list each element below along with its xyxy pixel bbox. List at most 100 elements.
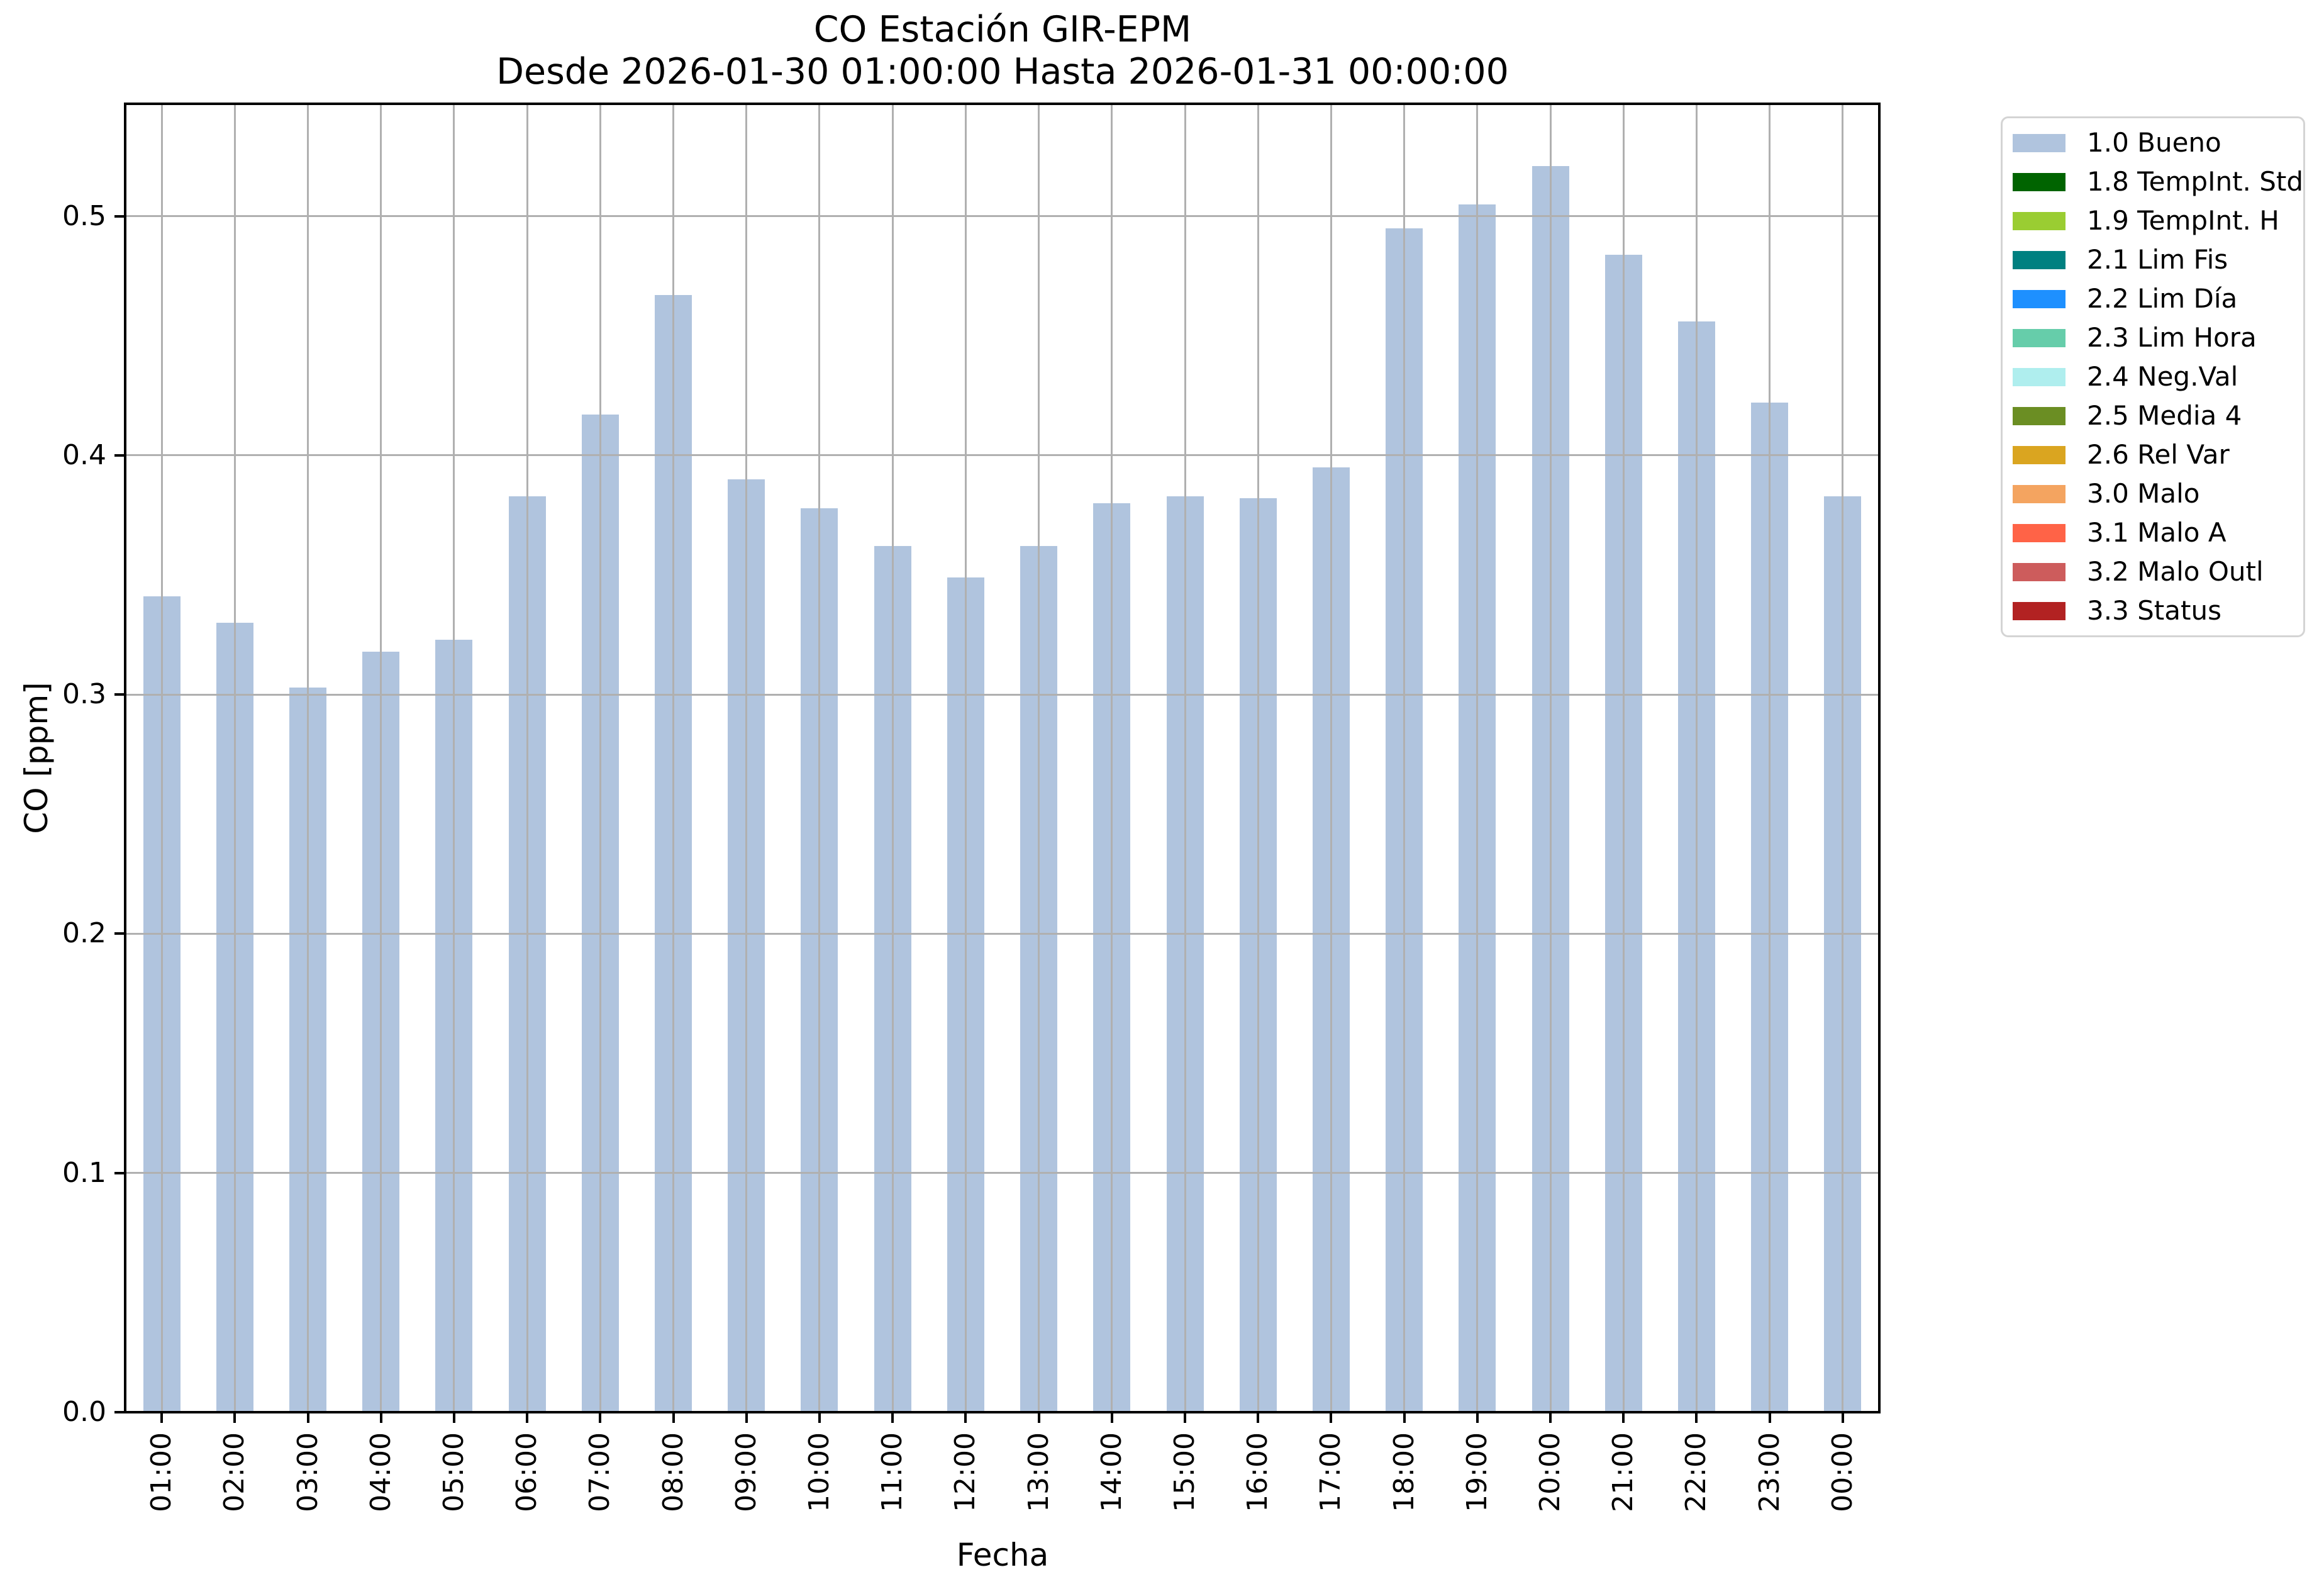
x-tick-label: 22:00 xyxy=(1680,1432,1713,1512)
y-tick xyxy=(114,693,124,696)
x-tick xyxy=(1549,1413,1552,1423)
y-tick xyxy=(114,1171,124,1174)
legend-swatch xyxy=(2013,601,2065,620)
legend-item: 2.5 Media 4 xyxy=(2013,396,2297,435)
title-block: CO Estación GIR-EPM Desde 2026-01-30 01:… xyxy=(496,9,1509,93)
x-gridline xyxy=(160,104,163,1412)
x-tick xyxy=(599,1413,602,1423)
x-tick-label: 13:00 xyxy=(1022,1432,1055,1512)
legend-item: 2.3 Lim Hora xyxy=(2013,318,2297,357)
legend-item-label: 3.3 Status xyxy=(2087,595,2221,626)
legend-item-label: 3.1 Malo A xyxy=(2087,517,2227,548)
x-axis-label: Fecha xyxy=(956,1537,1049,1573)
legend-item: 2.2 Lim Día xyxy=(2013,279,2297,318)
x-gridline xyxy=(1111,104,1113,1412)
legend-item: 1.8 TempInt. Std xyxy=(2013,162,2303,201)
y-tick xyxy=(114,1411,124,1413)
legend-swatch xyxy=(2013,484,2065,503)
legend-item: 3.1 Malo A xyxy=(2013,513,2297,552)
x-tick-label: 14:00 xyxy=(1095,1432,1128,1512)
x-gridline xyxy=(1769,104,1771,1412)
x-tick-label: 06:00 xyxy=(511,1432,543,1512)
x-gridline xyxy=(1842,104,1844,1412)
y-tick-label: 0.3 xyxy=(62,678,106,711)
x-tick xyxy=(1184,1413,1187,1423)
x-tick-label: 10:00 xyxy=(803,1432,835,1512)
legend-item-label: 1.9 TempInt. H xyxy=(2087,205,2279,236)
x-tick-label: 21:00 xyxy=(1607,1432,1640,1512)
x-gridline xyxy=(599,104,601,1412)
x-tick xyxy=(526,1413,529,1423)
x-gridline xyxy=(1257,104,1259,1412)
x-tick-label: 17:00 xyxy=(1315,1432,1347,1512)
y-gridline xyxy=(125,1411,1879,1413)
y-tick xyxy=(114,454,124,457)
x-tick xyxy=(1110,1413,1113,1423)
legend-swatch xyxy=(2013,328,2065,347)
x-tick-label: 16:00 xyxy=(1242,1432,1274,1512)
x-gridline xyxy=(964,104,967,1412)
x-gridline xyxy=(453,104,455,1412)
legend-item: 2.1 Lim Fis xyxy=(2013,240,2297,279)
legend-item-label: 2.6 Rel Var xyxy=(2087,439,2230,470)
legend-item: 1.9 TempInt. H xyxy=(2013,201,2297,240)
x-tick-label: 02:00 xyxy=(218,1432,251,1512)
legend-item-label: 2.3 Lim Hora xyxy=(2087,322,2257,353)
x-tick-label: 15:00 xyxy=(1169,1432,1201,1512)
x-gridline xyxy=(672,104,675,1412)
x-gridline xyxy=(1695,104,1698,1412)
x-gridline xyxy=(818,104,821,1412)
x-tick-label: 01:00 xyxy=(145,1432,178,1512)
x-gridline xyxy=(745,104,748,1412)
legend-item-label: 1.0 Bueno xyxy=(2087,127,2221,158)
chart-subtitle: Desde 2026-01-30 01:00:00 Hasta 2026-01-… xyxy=(496,51,1509,92)
x-tick-label: 07:00 xyxy=(584,1432,616,1512)
x-tick-label: 09:00 xyxy=(730,1432,762,1512)
legend-item-label: 2.4 Neg.Val xyxy=(2087,361,2238,392)
y-gridline xyxy=(125,454,1879,457)
legend-swatch xyxy=(2013,250,2065,269)
x-gridline xyxy=(1403,104,1406,1412)
x-gridline xyxy=(307,104,309,1412)
x-gridline xyxy=(1549,104,1552,1412)
legend-swatch xyxy=(2013,289,2065,308)
y-tick xyxy=(114,215,124,218)
y-tick-label: 0.0 xyxy=(62,1396,106,1428)
x-tick-label: 03:00 xyxy=(291,1432,324,1512)
legend-swatch xyxy=(2013,133,2065,152)
y-tick xyxy=(114,932,124,935)
x-tick-label: 19:00 xyxy=(1460,1432,1493,1512)
x-gridline xyxy=(233,104,236,1412)
x-gridline xyxy=(526,104,528,1412)
legend-swatch xyxy=(2013,445,2065,464)
x-tick-label: 23:00 xyxy=(1753,1432,1786,1512)
y-gridline xyxy=(125,1172,1879,1174)
x-tick-label: 05:00 xyxy=(437,1432,470,1512)
legend-swatch xyxy=(2013,523,2065,542)
x-tick xyxy=(233,1413,236,1423)
legend-swatch xyxy=(2013,211,2065,230)
x-tick xyxy=(1695,1413,1698,1423)
legend-swatch xyxy=(2013,172,2065,191)
x-tick-label: 08:00 xyxy=(657,1432,689,1512)
x-tick xyxy=(891,1413,894,1423)
legend-item: 2.6 Rel Var xyxy=(2013,435,2297,474)
x-gridline xyxy=(1476,104,1479,1412)
legend-item-label: 2.5 Media 4 xyxy=(2087,400,2242,431)
legend-item: 3.3 Status xyxy=(2013,591,2297,630)
x-tick-label: 20:00 xyxy=(1534,1432,1567,1512)
x-tick xyxy=(672,1413,675,1423)
legend-item: 3.0 Malo xyxy=(2013,474,2297,513)
x-tick xyxy=(1257,1413,1260,1423)
legend-item-label: 3.0 Malo xyxy=(2087,478,2200,509)
x-tick-label: 11:00 xyxy=(876,1432,909,1512)
x-gridline xyxy=(1038,104,1040,1412)
x-tick xyxy=(306,1413,309,1423)
x-gridline xyxy=(1330,104,1332,1412)
y-gridline xyxy=(125,693,1879,696)
x-tick xyxy=(1622,1413,1625,1423)
x-tick xyxy=(1768,1413,1771,1423)
legend-item-label: 1.8 TempInt. Std xyxy=(2087,166,2304,197)
x-tick-label: 18:00 xyxy=(1387,1432,1420,1512)
